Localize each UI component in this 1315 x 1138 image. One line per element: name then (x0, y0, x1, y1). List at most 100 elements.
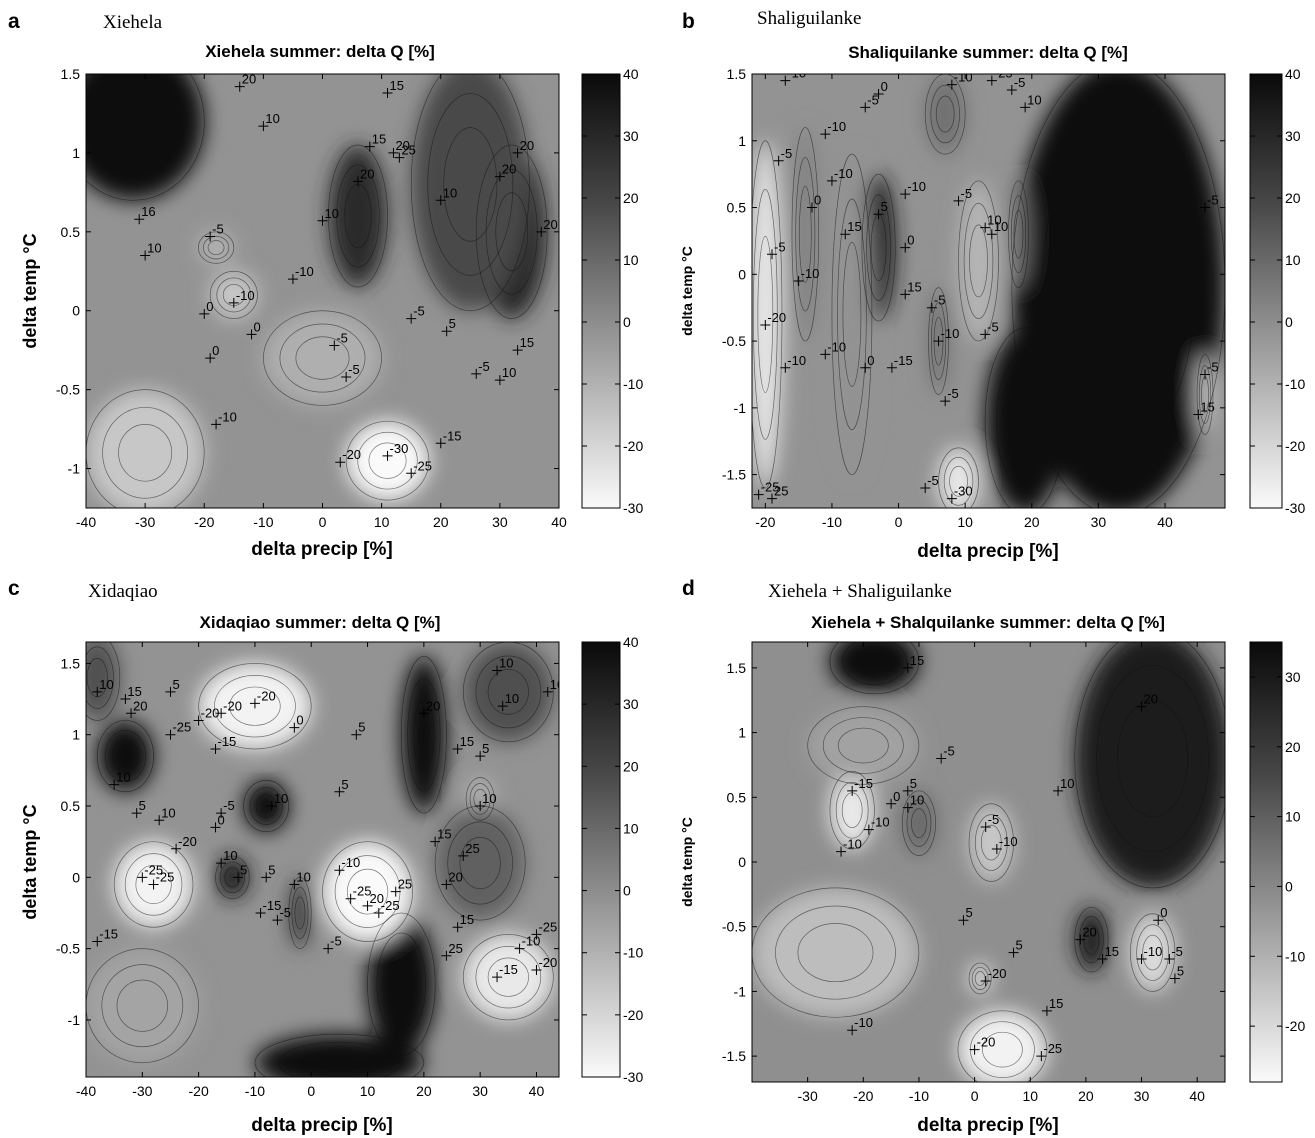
contour-label: 10 (482, 791, 496, 806)
contour-line (462, 642, 554, 743)
contour-marker (171, 843, 182, 854)
contour-label: 20 (448, 869, 462, 884)
x-tick-label: 30 (492, 514, 508, 530)
contour-marker (766, 493, 777, 504)
contour-label: 5 (268, 862, 275, 877)
x-tick-label: 20 (416, 1083, 432, 1099)
contour-line (475, 655, 542, 729)
x-tick-label: -20 (189, 1083, 209, 1099)
contour-label: -10 (236, 288, 255, 303)
contour-label: -20 (977, 1035, 996, 1050)
contour-line (96, 720, 154, 793)
contour-marker (1097, 954, 1108, 965)
contour-line (215, 855, 250, 900)
contour-label: -5 (1207, 193, 1219, 208)
contour-label: -10 (522, 934, 541, 949)
contour-line (1142, 934, 1164, 971)
field-blob (463, 934, 554, 1020)
contour-marker (986, 75, 997, 86)
contour-line (775, 905, 896, 1000)
contour-label: 10 (296, 869, 310, 884)
contour-label: 5 (965, 905, 972, 920)
contour-line (982, 1031, 1023, 1068)
contour-line (930, 302, 947, 380)
plot-frame (751, 73, 1226, 509)
contour-marker (148, 879, 159, 890)
contour-label: -5 (413, 304, 425, 319)
contour-label: 25 (448, 941, 462, 956)
contour-label: -5 (781, 146, 793, 161)
field-blob (985, 327, 1066, 508)
field-blob (807, 706, 919, 785)
contour-label: -5 (988, 812, 1000, 827)
contour-label: 15 (460, 912, 474, 927)
contour-marker (1041, 1005, 1052, 1016)
contour-line (279, 323, 366, 393)
contour-label: 15 (1049, 996, 1063, 1011)
contour-marker (228, 297, 239, 308)
contour-marker (351, 729, 362, 740)
contour-marker (980, 222, 991, 233)
contour-label: -15 (218, 734, 237, 749)
contour-marker (542, 686, 553, 697)
contour-marker (902, 785, 913, 796)
contour-marker (1008, 947, 1019, 958)
field-blob (752, 887, 919, 1018)
field-blob (367, 912, 436, 1056)
field-blob (829, 642, 919, 694)
contour-label: 5 (910, 776, 917, 791)
contour-marker (126, 708, 137, 719)
x-tick-label: 40 (529, 1083, 545, 1099)
colorbar-label: -20 (623, 1007, 643, 1023)
x-tick-label: 30 (1134, 1088, 1150, 1104)
contour-marker (494, 375, 505, 386)
contour-line (974, 814, 1008, 871)
contour-line (86, 74, 205, 201)
contour-marker (289, 722, 300, 733)
contour-line (1070, 185, 1167, 391)
contour-line (1011, 74, 1225, 508)
contour-label: -25 (381, 898, 400, 913)
y-tick-label: 1.5 (727, 66, 747, 82)
contour-line (219, 861, 245, 894)
contour-label: -20 (178, 834, 197, 849)
contour-marker (364, 141, 375, 152)
field-blob (958, 180, 999, 342)
contour-label: -20 (767, 310, 786, 325)
contour-line (1130, 913, 1176, 992)
contour-marker (352, 176, 363, 187)
field-blob (328, 145, 388, 288)
contour-line (1074, 642, 1225, 889)
contour-label: -5 (934, 293, 946, 308)
contour-marker (418, 708, 429, 719)
contour-marker (760, 320, 771, 331)
colorbar-label: 10 (623, 252, 639, 268)
contour-line (400, 655, 447, 814)
contour-label: 5 (341, 777, 348, 792)
contour-marker (216, 808, 227, 819)
contour-label: 20 (242, 72, 256, 87)
x-tick-label: 30 (1091, 514, 1107, 530)
contour-marker (255, 907, 266, 918)
y-tick-label: 0.5 (727, 789, 747, 805)
contour-line (980, 824, 1002, 861)
contour-label: 5 (172, 677, 179, 692)
contour-label: 10 (274, 791, 288, 806)
contour-label: -5 (961, 186, 973, 201)
contour-line (1117, 699, 1189, 818)
contour-line (367, 912, 436, 1056)
chart-title: Xiehela summer: delta Q [%] (205, 42, 435, 61)
contour-label: -15 (854, 776, 873, 791)
contour-label: -10 (787, 66, 806, 81)
contour-marker (820, 129, 831, 140)
contour-marker (900, 289, 911, 300)
contour-line (197, 231, 235, 264)
x-tick-label: 0 (895, 514, 903, 530)
contour-marker (766, 249, 777, 260)
x-tick-label: -10 (253, 514, 273, 530)
contour-line (1096, 664, 1210, 852)
contour-line (322, 841, 413, 942)
contour-marker (205, 231, 216, 242)
x-tick-label: 0 (971, 1088, 979, 1104)
